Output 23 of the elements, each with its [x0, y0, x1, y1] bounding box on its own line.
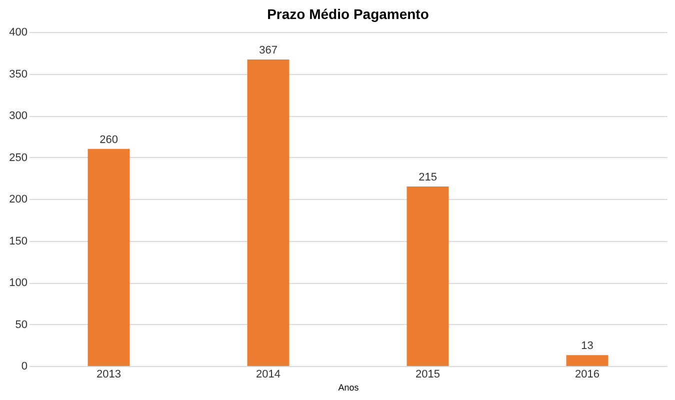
data-label: 215 [418, 171, 437, 184]
y-tick-label: 100 [9, 277, 28, 289]
y-tick-label: 300 [9, 110, 28, 122]
y-tick-label: 50 [15, 318, 28, 331]
y-tick-label: 200 [9, 194, 28, 206]
chart-title: Prazo Médio Pagamento [267, 6, 429, 22]
x-tick-label: 2013 [96, 368, 121, 380]
y-tick-label: 400 [9, 26, 28, 38]
bar [247, 60, 290, 366]
x-tick-label: 2016 [575, 368, 600, 380]
y-tick-label: 250 [9, 152, 28, 164]
data-label: 13 [581, 340, 594, 352]
y-tick-label: 150 [9, 235, 28, 248]
data-label: 367 [259, 44, 278, 57]
bar [566, 355, 608, 366]
y-tick-label: 350 [9, 68, 28, 80]
y-tick-label: 0 [21, 360, 28, 372]
x-tick-label: 2015 [416, 368, 440, 380]
bar [406, 186, 449, 366]
data-label: 260 [100, 134, 118, 146]
x-axis-title: Anos [338, 382, 360, 392]
bar [88, 148, 130, 366]
x-tick-label: 2014 [256, 368, 280, 380]
